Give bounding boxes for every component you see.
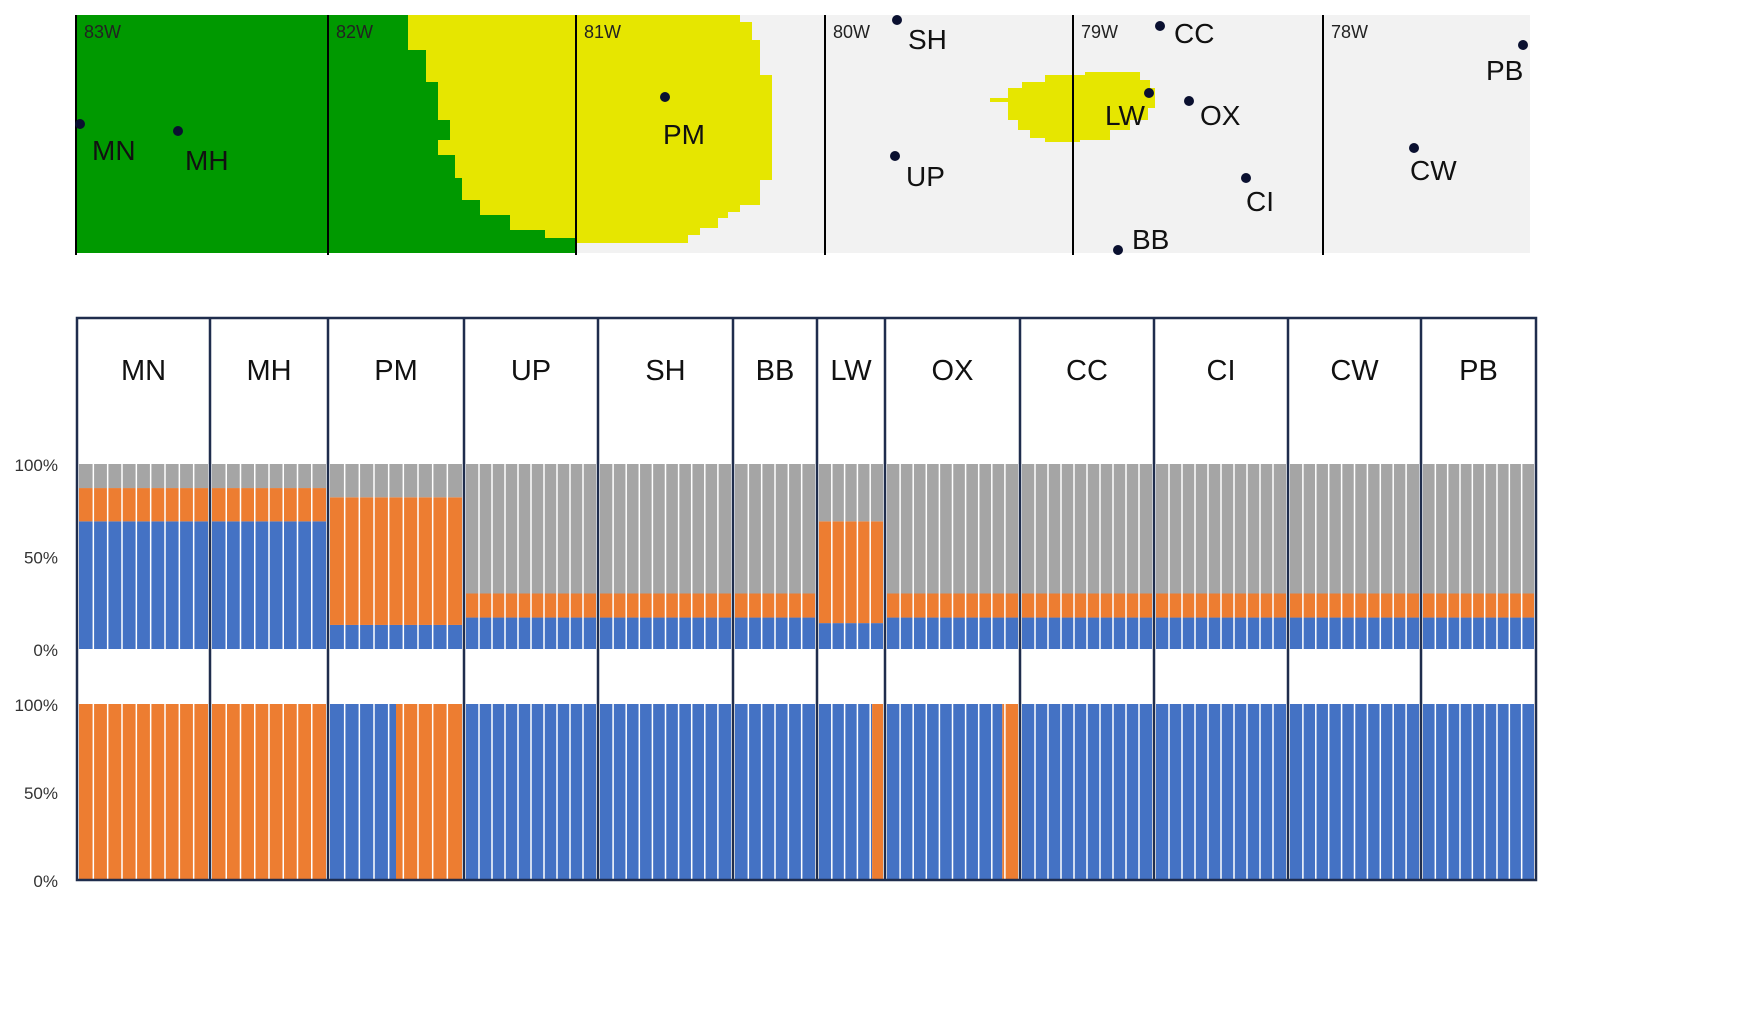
- population-header: MH: [246, 355, 291, 387]
- population-header: BB: [756, 355, 795, 387]
- stacked-segment-orange-PM: [330, 497, 462, 625]
- bottom-bar-blue-LW: [819, 704, 873, 880]
- site-markers: MN MH PM SH UP CC LW OX CI BB PB CW: [75, 15, 1528, 255]
- longitude-label: 83W: [84, 22, 121, 42]
- site-marker: [1518, 40, 1528, 50]
- longitude-label: 80W: [833, 22, 870, 42]
- bottom-bar-orange-MN: [79, 704, 208, 880]
- y-tick-label: 50%: [24, 549, 58, 568]
- population-header: SH: [645, 355, 685, 387]
- site-marker: [1155, 21, 1165, 31]
- population-header: LW: [830, 355, 872, 387]
- site-marker: [1184, 96, 1194, 106]
- longitude-lines: [75, 15, 1324, 255]
- map-green-region: [76, 15, 575, 253]
- stacked-segment-gray-MN: [79, 464, 208, 489]
- site-label: LW: [1105, 100, 1145, 131]
- longitude-label: 81W: [584, 22, 621, 42]
- site-label: OX: [1200, 100, 1241, 131]
- bottom-stacked-bar-chart: [79, 704, 1534, 880]
- population-header: UP: [511, 355, 551, 387]
- site-marker: [1144, 88, 1154, 98]
- site-label: PB: [1486, 55, 1523, 86]
- population-header: CI: [1207, 355, 1236, 387]
- site-label: SH: [908, 24, 947, 55]
- panel-border: [75, 316, 1538, 882]
- bottom-bar-blue-PB: [1423, 704, 1534, 880]
- population-header: PB: [1459, 355, 1498, 387]
- population-header: OX: [932, 355, 974, 387]
- site-marker: [1409, 143, 1419, 153]
- longitude-label: 78W: [1331, 22, 1368, 42]
- population-header: CC: [1066, 355, 1108, 387]
- top-chart-y-axis: 100% 50% 0%: [15, 456, 58, 660]
- site-label: PM: [663, 119, 705, 150]
- population-header-row: MN MH PM UP SH BB LW OX CC CI CW PB: [121, 355, 1498, 387]
- bottom-bar-blue-OX: [887, 704, 1003, 880]
- longitude-label: 82W: [336, 22, 373, 42]
- site-marker: [890, 151, 900, 161]
- stacked-segment-blue-LW: [819, 623, 883, 649]
- stacked-segment-gray-PB: [1423, 464, 1534, 594]
- site-label: CC: [1174, 18, 1214, 49]
- site-marker: [75, 119, 85, 129]
- site-marker: [1113, 245, 1123, 255]
- site-marker: [660, 92, 670, 102]
- longitude-label: 79W: [1081, 22, 1118, 42]
- bottom-bar-orange-LW: [872, 704, 883, 880]
- panel-frame: [75, 316, 1538, 882]
- stacked-segment-blue-PB: [1423, 617, 1534, 649]
- site-label: CW: [1410, 155, 1457, 186]
- bottom-bar-blue-PM: [330, 704, 396, 880]
- site-label: CI: [1246, 186, 1274, 217]
- stacked-segment-orange-PB: [1423, 593, 1534, 618]
- top-stacked-bar-chart: [79, 464, 1534, 649]
- map-yellow-region: [408, 15, 772, 243]
- stacked-segment-blue-PM: [330, 624, 462, 649]
- bottom-bar-orange-OX: [1002, 704, 1018, 880]
- site-label: MH: [185, 145, 229, 176]
- population-header: PM: [374, 355, 418, 387]
- longitude-labels: 83W 82W 81W 80W 79W 78W: [84, 22, 1368, 42]
- bottom-bar-orange-PM: [396, 704, 462, 880]
- stacked-segment-gray-PM: [330, 464, 462, 498]
- y-tick-label: 0%: [33, 641, 58, 660]
- map-panel: 83W 82W 81W 80W 79W 78W MN MH PM SH UP CC LW OX CI BB P…: [75, 15, 1530, 255]
- stacked-segment-orange-LW: [819, 521, 883, 624]
- y-tick-label: 0%: [33, 872, 58, 891]
- y-tick-label: 100%: [15, 696, 58, 715]
- population-header: CW: [1330, 355, 1379, 387]
- population-header: MN: [121, 355, 166, 387]
- site-label: MN: [92, 135, 136, 166]
- site-marker: [892, 15, 902, 25]
- site-marker: [173, 126, 183, 136]
- stacked-segment-gray-LW: [819, 464, 883, 522]
- y-tick-label: 100%: [15, 456, 58, 475]
- site-label: BB: [1132, 224, 1169, 255]
- stacked-segment-blue-MN: [79, 521, 208, 649]
- site-marker: [1241, 173, 1251, 183]
- bottom-chart-y-axis: 100% 50% 0%: [15, 696, 58, 891]
- site-label: UP: [906, 161, 945, 192]
- y-tick-label: 50%: [24, 784, 58, 803]
- stacked-segment-orange-MN: [79, 488, 208, 522]
